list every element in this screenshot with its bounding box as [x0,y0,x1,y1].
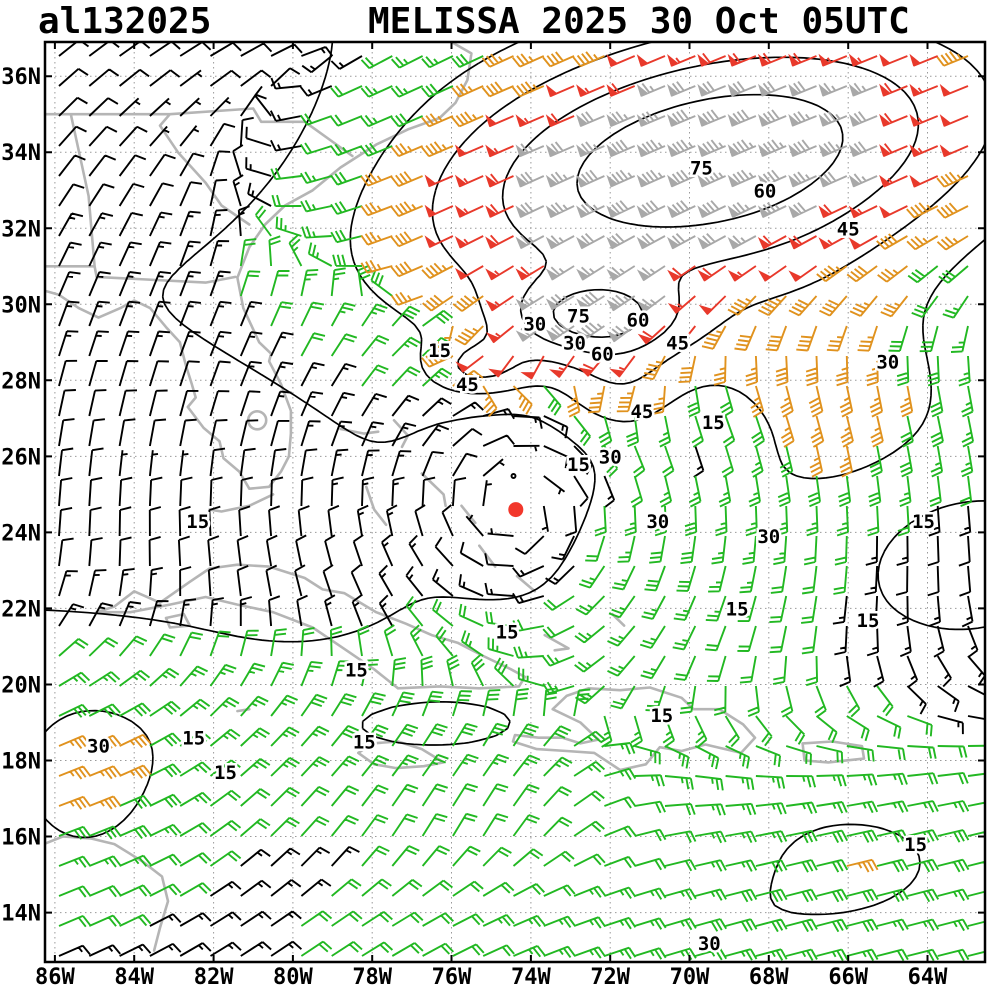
isotach-label: 15 [182,728,205,750]
x-axis-label: 66W [828,965,868,989]
isotach-label: 45 [666,332,689,354]
wind-barbs-strong [428,52,969,380]
x-axis-label: 70W [670,965,710,989]
isotach-label: 15 [214,762,237,784]
x-axis-label: 84W [114,965,154,989]
wind-barb-flags-strong [424,53,952,380]
y-axis-label: 28N [1,369,41,394]
wind-barbs-calm [58,42,985,957]
x-axis-label: 72W [590,965,630,989]
isotach-label: 30 [563,332,586,354]
axis-ticks [45,42,985,962]
isotach-label: 75 [690,158,713,180]
x-axis-labels: 86W 84W 82W 80W 78W 76W 74W 72W 70W 68W 66W 64W [35,965,948,989]
x-axis-label: 76W [432,965,472,989]
wind-barbs-light [58,53,985,962]
isotach-label: 15 [650,705,673,727]
y-axis-label: 34N [1,141,41,166]
isotach-label: 15 [702,412,725,434]
y-axis-label: 22N [1,597,41,622]
y-axis-label: 18N [1,750,41,775]
x-axis-label: 64W [908,965,948,989]
isotach-label: 15 [567,454,590,476]
isotach-label: 30 [523,313,546,335]
isotach-label: 30 [757,526,780,548]
isotach-label: 45 [630,401,653,423]
x-axis-label: 82W [194,965,234,989]
y-axis-label: 24N [1,521,41,546]
isotach-label: 15 [345,659,368,681]
x-axis-label: 80W [273,965,313,989]
isotach-label: 30 [876,351,899,373]
y-axis-labels: 36N 34N 32N 30N 28N 26N 24N 22N 20N 18N 16N 14N [1,65,41,926]
x-axis-label: 74W [511,965,551,989]
isotach-label: 15 [496,621,519,643]
map-border [43,40,987,964]
title-bar: al132025 MELISSA 2025 30 Oct 05UTC [0,0,987,42]
isotach-label: 15 [912,511,935,533]
isotach-label: 60 [627,310,650,332]
x-axis-label: 68W [749,965,789,989]
storm-id-label: al132025 [38,1,212,42]
isotach-label: 15 [353,732,376,754]
isotach-label: 15 [857,610,880,632]
isotach-label: 45 [456,374,479,396]
y-axis-label: 32N [1,217,41,242]
wind-barbs-moderate [58,50,969,873]
storm-center-marker [508,502,524,518]
y-axis-label: 30N [1,293,41,318]
isotach-label: 60 [753,180,776,202]
isotach-label: 15 [186,511,209,533]
x-axis-label: 78W [352,965,392,989]
isotach-label: 15 [428,340,451,362]
isotach-label: 75 [567,306,590,328]
x-axis-label: 86W [35,965,75,989]
wind-barb-flags-extreme [515,83,861,343]
y-axis-label: 14N [1,902,41,927]
isotach-label: 15 [726,598,749,620]
y-axis-label: 26N [1,445,41,470]
y-axis-label: 16N [1,826,41,851]
wind-barbs [58,42,985,962]
isotach-label: 30 [87,735,110,757]
wind-barbs-extreme [519,81,878,343]
page-title: MELISSA 2025 30 Oct 05UTC [368,1,910,42]
y-axis-label: 20N [1,674,41,699]
y-axis-label: 36N [1,65,41,90]
isotach-label: 15 [904,834,927,856]
isotach-label: 30 [646,511,669,533]
isotach-label: 60 [591,344,614,366]
isotach-label: 45 [837,218,860,240]
isotach-label: 30 [698,933,721,955]
isotach-label: 30 [599,446,622,468]
